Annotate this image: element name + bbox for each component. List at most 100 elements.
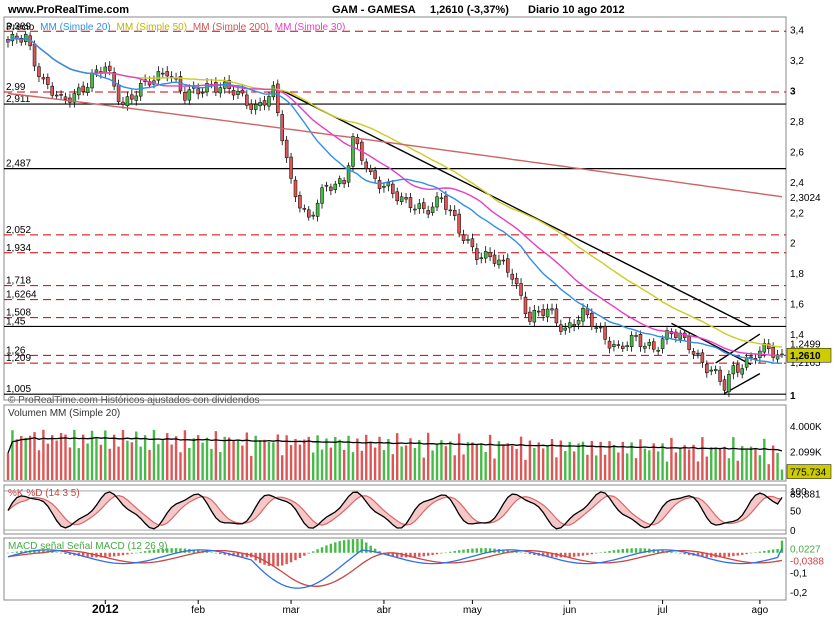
candle-body <box>532 310 537 323</box>
volume-bar <box>227 437 231 480</box>
price-levels: 2,911 2,487 1,45 1,005 3,389 2,99 2,052 1,934 1,… <box>4 21 786 395</box>
macd-histogram-bar <box>285 552 288 565</box>
macd-histogram-bar <box>281 552 284 566</box>
volume-bar <box>152 429 156 480</box>
price-tick-label: 1,8 <box>790 269 804 280</box>
candle-body <box>426 210 430 215</box>
volume-bar <box>568 441 571 480</box>
volume-bar <box>59 433 63 480</box>
volume-bar <box>254 435 257 480</box>
volume-title: Volumen MM (Simple 20) <box>8 408 120 419</box>
candle-body <box>576 319 581 325</box>
last-price-box <box>786 347 832 363</box>
volume-bar <box>104 430 107 480</box>
volume-bar <box>608 441 611 480</box>
candle-body <box>320 187 324 204</box>
macd-panel[interactable] <box>3 537 787 601</box>
macd-histogram-bar <box>780 540 784 553</box>
candle-body <box>470 238 475 248</box>
volume-bar <box>634 458 638 480</box>
macd-histogram-bar <box>325 545 328 553</box>
candle-body <box>736 364 740 373</box>
candle-body <box>430 206 435 213</box>
macd-histogram-bar <box>360 539 364 553</box>
macd-histogram-bar <box>705 552 709 558</box>
macd-histogram-bar <box>581 552 585 556</box>
volume-bar <box>334 436 337 480</box>
candle-body <box>351 136 355 167</box>
volume-bar <box>457 433 461 480</box>
macd-histogram-bar <box>276 552 279 567</box>
macd-histogram-bar <box>338 541 341 553</box>
macd-histogram-bar <box>99 552 103 558</box>
macd-histogram-bar <box>555 552 558 558</box>
volume-bar <box>710 447 713 480</box>
trendline <box>281 89 752 328</box>
candle-body <box>81 85 85 92</box>
volume-bar <box>679 448 682 480</box>
macd-histogram-bar <box>112 552 116 557</box>
macd-histogram-bar <box>466 549 470 553</box>
volume-bar <box>276 434 279 480</box>
volume-bar <box>196 435 200 480</box>
macd-histogram-bar <box>776 548 779 553</box>
macd-histogram-bar <box>245 552 249 558</box>
ma-value-label: 1,2165 <box>790 358 821 369</box>
volume-bar <box>130 442 134 480</box>
volume-bar <box>369 442 372 480</box>
candle-body <box>594 327 598 329</box>
volume-tick-label: 4.000K <box>790 422 822 433</box>
macd-histogram-bar <box>294 552 297 561</box>
site-name[interactable]: www.ProRealTime.com <box>7 4 129 16</box>
volume-bar <box>15 439 19 480</box>
volume-bar <box>90 430 94 480</box>
dashed-level-label: 1,6264 <box>6 290 37 301</box>
volume-bar <box>758 455 762 480</box>
macd-histogram-bar <box>20 551 23 553</box>
macd-histogram-bar <box>42 550 45 553</box>
macd-histogram-bar <box>148 550 151 553</box>
candle-body <box>674 331 678 338</box>
candle-body <box>50 85 54 96</box>
macd-histogram-bar <box>413 552 417 558</box>
volume-bar <box>643 448 647 480</box>
candle-body <box>417 203 422 209</box>
candle-body <box>506 258 510 273</box>
volume-bar <box>342 449 346 480</box>
candle-body <box>528 311 532 322</box>
macd-histogram-bar <box>152 549 156 553</box>
volume-bar <box>754 449 757 480</box>
volume-bar <box>665 461 669 480</box>
candle-body <box>156 71 161 81</box>
volume-bar <box>767 464 770 480</box>
candle-body <box>134 95 139 101</box>
macd-histogram-bar <box>15 551 19 553</box>
candle-body <box>245 94 249 106</box>
volume-bar <box>183 430 187 480</box>
volume-bar <box>670 437 673 480</box>
macd-histogram-bar <box>157 549 160 553</box>
volume-bar <box>732 437 735 480</box>
candle-body <box>687 336 691 350</box>
volume-bar <box>550 438 554 480</box>
x-axis-label: jul <box>657 605 668 616</box>
volume-bar <box>705 456 709 480</box>
quote-text: 1,2610 (-3,37%) <box>430 4 509 16</box>
volume-bar <box>687 449 691 480</box>
macd-histogram-bar <box>502 549 505 553</box>
trendline <box>715 333 761 364</box>
solid-level-label: 1,005 <box>6 384 31 395</box>
volume-bar <box>493 458 496 480</box>
macd-histogram-bar <box>90 552 94 558</box>
macd-histogram-bar <box>453 551 456 553</box>
macd-histogram-bar <box>334 542 337 553</box>
macd-histogram-bar <box>608 550 611 553</box>
volume-bar <box>537 442 540 480</box>
macd-histogram-bar <box>488 548 492 553</box>
volume-bar <box>506 443 509 480</box>
price-tick-label: 2,4 <box>790 178 804 189</box>
period-text: Diario 10 ago 2012 <box>528 4 625 16</box>
volume-ma-line <box>7 436 783 454</box>
macd-histogram-bar <box>192 549 195 553</box>
candle-body <box>408 197 413 208</box>
